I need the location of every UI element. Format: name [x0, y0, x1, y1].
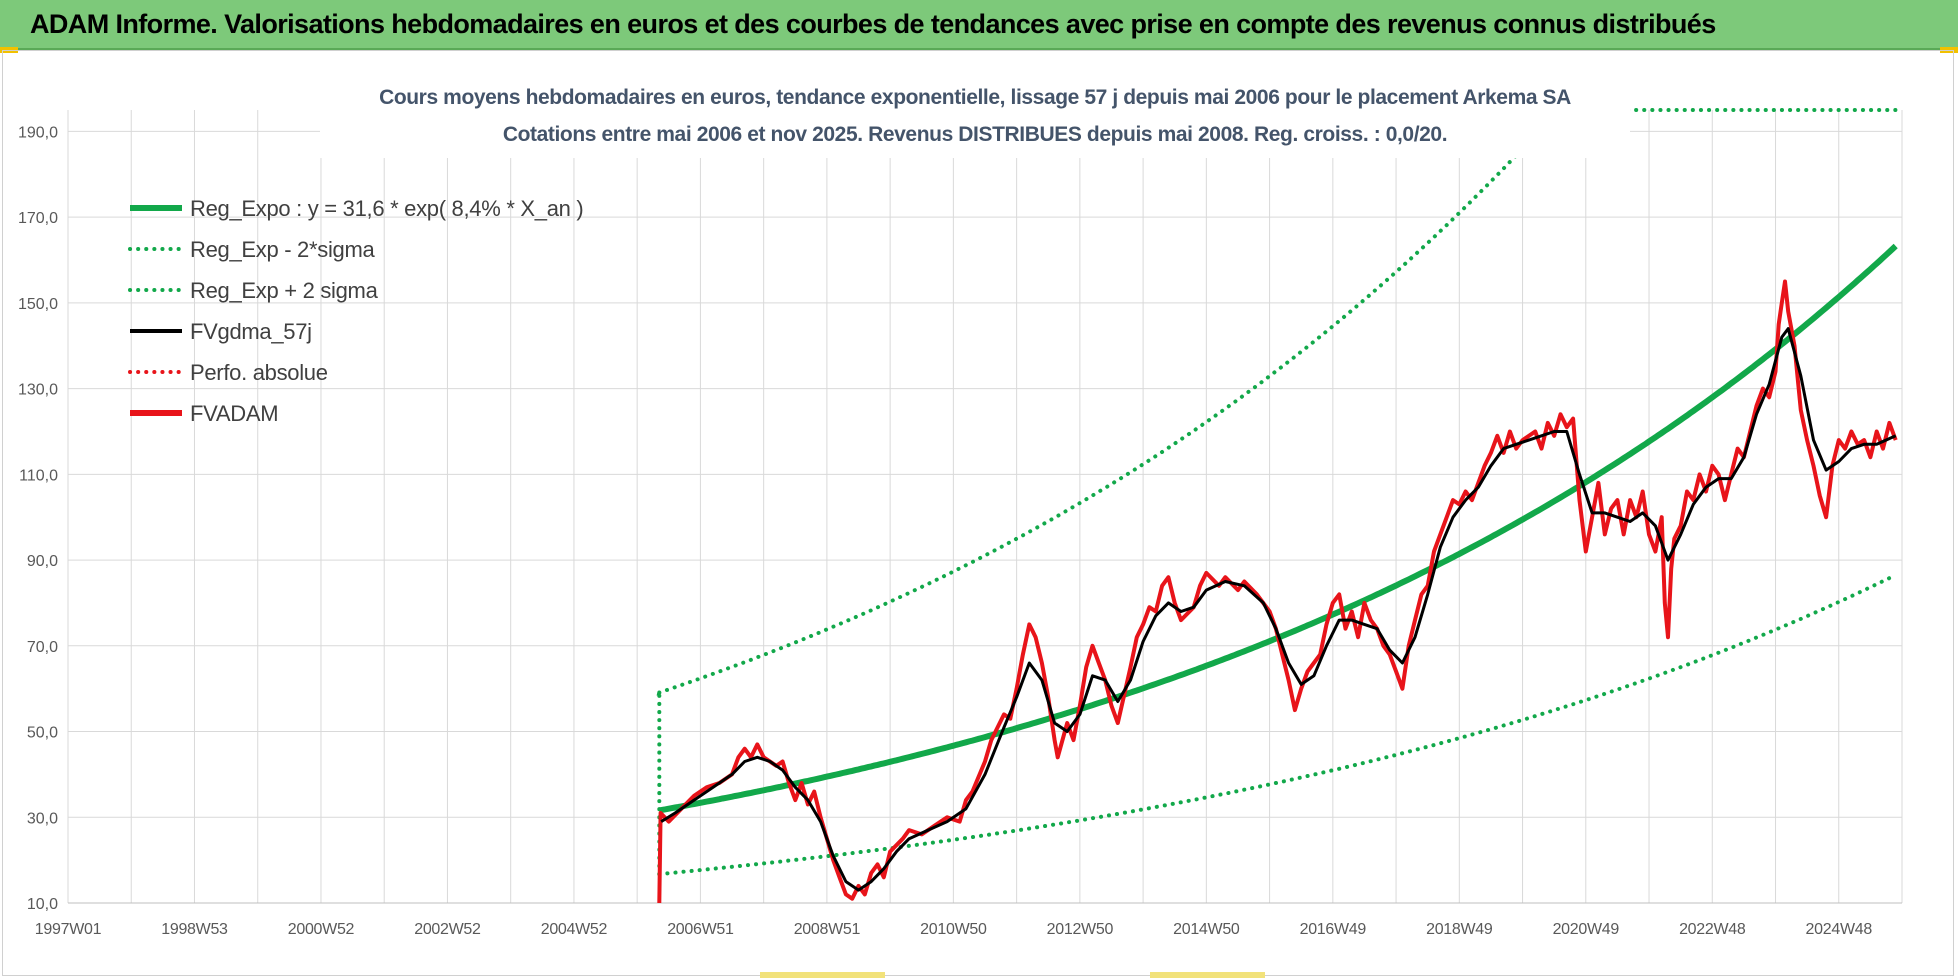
y-tick-label: 90,0	[27, 553, 58, 570]
x-tick-label: 2018W49	[1426, 921, 1493, 938]
y-axis: 10,0 30,0 50,0 70,0 90,0 110,0 130,0 150,0 170,0…	[18, 124, 58, 913]
x-tick-label: 2006W51	[667, 921, 734, 938]
y-tick-label: 10,0	[27, 896, 58, 913]
plot-area	[656, 80, 1904, 903]
chart-frame	[2, 50, 1954, 976]
x-tick-label: 2012W50	[1047, 921, 1114, 938]
x-tick-label: 2002W52	[414, 921, 481, 938]
report-title: ADAM Informe. Valorisations hebdomadaire…	[30, 9, 1716, 39]
legend-fvgdma-57j-label: FVgdma_57j	[190, 319, 312, 344]
fvadam-line	[657, 279, 1898, 903]
y-tick-label: 110,0	[19, 467, 58, 484]
x-axis: 1997W01 1998W53 2000W52 2002W52 2004W52 2006W…	[35, 902, 1902, 938]
legend: Reg_Expo : y = 31,6 * exp( 8,4% * X_an )…	[128, 196, 584, 426]
x-tick-label: 2000W52	[288, 921, 355, 938]
y-tick-label: 150,0	[18, 296, 58, 313]
x-tick-label: 2024W48	[1806, 921, 1873, 938]
x-tick-label: 2014W50	[1173, 921, 1240, 938]
gridlines	[67, 110, 1903, 904]
reg-expo-line	[658, 243, 1898, 814]
header-banner: ADAM Informe. Valorisations hebdomadaire…	[0, 0, 1958, 50]
y-tick-label: 50,0	[27, 725, 58, 742]
legend-reg-exp-plus-2sigma-label: Reg_Exp + 2 sigma	[190, 278, 379, 303]
y-tick-label: 130,0	[18, 382, 58, 399]
x-tick-label: 2004W52	[541, 921, 608, 938]
chart-subtitle: Cotations entre mai 2006 et nov 2025. Re…	[503, 123, 1447, 146]
legend-reg-exp-minus-2sigma-label: Reg_Exp - 2*sigma	[190, 237, 376, 262]
x-tick-label: 2020W49	[1553, 921, 1620, 938]
reg-exp-minus-2sigma-line	[657, 573, 1898, 877]
series-layer	[656, 80, 1898, 903]
x-tick-label: 2016W49	[1300, 921, 1367, 938]
legend-reg-expo-label: Reg_Expo : y = 31,6 * exp( 8,4% * X_an )	[190, 196, 583, 221]
x-tick-label: 2010W50	[920, 921, 987, 938]
bottom-strip	[760, 972, 885, 978]
x-tick-label: 2008W51	[794, 921, 861, 938]
x-tick-label: 2022W48	[1679, 921, 1746, 938]
bottom-strip	[1150, 972, 1265, 978]
fvgdma-57j-line	[660, 327, 1897, 892]
x-tick-label: 1997W01	[35, 921, 102, 938]
title-background	[320, 80, 1630, 158]
legend-fvadam-label: FVADAM	[190, 401, 278, 426]
y-tick-label: 70,0	[27, 639, 58, 656]
x-tick-label: 1998W53	[161, 921, 228, 938]
legend-perfo-absolue-label: Perfo. absolue	[190, 360, 328, 385]
y-tick-label: 30,0	[27, 810, 58, 827]
y-tick-label: 170,0	[18, 210, 58, 227]
reg-exp-plus-2sigma-line	[656, 80, 1588, 696]
chart-title: Cours moyens hebdomadaires en euros, ten…	[379, 86, 1571, 109]
y-tick-label: 190,0	[18, 124, 58, 141]
